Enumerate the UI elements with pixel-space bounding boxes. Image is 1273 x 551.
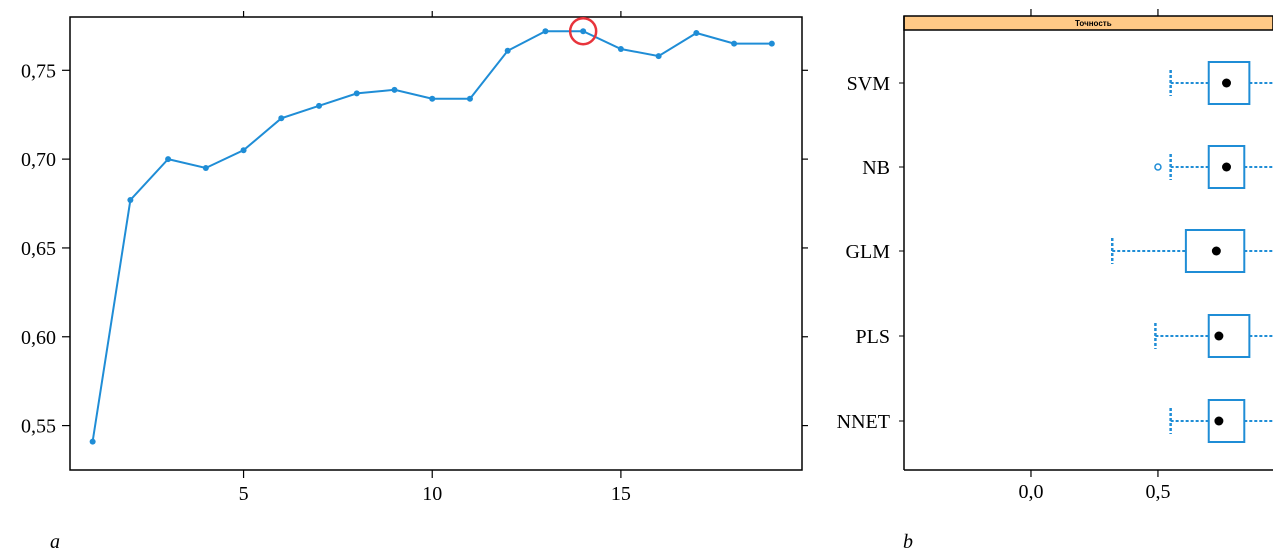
median-dot (1222, 162, 1232, 172)
data-point (89, 438, 96, 445)
category-label: PLS (856, 326, 890, 348)
panel-b-box-plot: Точность 0,0 0,5 SVM NB GLM PLS NNET b (837, 9, 1273, 551)
panel-a-letter: a (50, 531, 60, 551)
y-tick-label: 0,65 (21, 238, 56, 260)
data-point (504, 47, 511, 54)
data-point (316, 102, 323, 109)
data-point (768, 40, 775, 47)
x-tick-label: 15 (611, 483, 631, 505)
box-pls (1154, 314, 1273, 358)
panel-b-letter: b (903, 531, 913, 551)
data-point (202, 165, 209, 171)
data-point (127, 196, 134, 203)
data-point (429, 95, 436, 102)
median-dot (1211, 246, 1221, 256)
series-line (91, 30, 772, 442)
y-tick-label: 0,60 (21, 327, 56, 349)
x-tick-label: 10 (422, 483, 442, 505)
median-dot (1214, 331, 1224, 341)
data-point (731, 40, 738, 47)
y-tick-label: 0,75 (21, 60, 56, 82)
highlight-circle (568, 16, 598, 46)
panel-b-axes: 0,0 0,5 SVM NB GLM PLS NNET (837, 9, 1170, 503)
panel-a-plot-frame (69, 16, 803, 471)
category-label: NB (862, 157, 890, 179)
data-point (278, 115, 285, 122)
data-point (693, 29, 700, 36)
data-point (240, 147, 247, 154)
data-point (655, 53, 662, 60)
panel-a-line-chart: 5 10 15 0,55 0,60 0,65 0,70 0,75 a (21, 11, 808, 551)
data-point (617, 45, 624, 52)
data-point (391, 86, 398, 93)
panel-b-plot-frame (903, 16, 1273, 471)
box-nb (1154, 145, 1273, 189)
panel-a-series (89, 16, 775, 445)
panel-b-boxes (1110, 61, 1273, 443)
box-rect (1207, 399, 1246, 443)
data-point (542, 28, 549, 35)
outlier-point (1154, 163, 1162, 171)
category-label: NNET (837, 411, 890, 433)
box-glm (1110, 229, 1273, 273)
panel-b-strip-label: Точность (1075, 19, 1112, 28)
median-dot (1222, 78, 1232, 88)
y-tick-label: 0,55 (21, 416, 56, 438)
box-nnet (1169, 399, 1273, 443)
x-tick-label: 0,0 (1018, 481, 1043, 503)
box-svm (1169, 61, 1273, 105)
data-point (353, 90, 360, 97)
panel-a-axes: 5 10 15 0,55 0,60 0,65 0,70 0,75 (21, 11, 808, 505)
category-label: GLM (846, 241, 891, 263)
y-tick-label: 0,70 (21, 149, 56, 171)
x-tick-label: 5 (239, 483, 249, 505)
data-point (466, 95, 473, 102)
data-point (165, 156, 172, 163)
data-point (580, 28, 587, 35)
median-dot (1214, 416, 1224, 426)
x-tick-label: 0,5 (1145, 481, 1170, 503)
category-label: SVM (847, 73, 891, 95)
